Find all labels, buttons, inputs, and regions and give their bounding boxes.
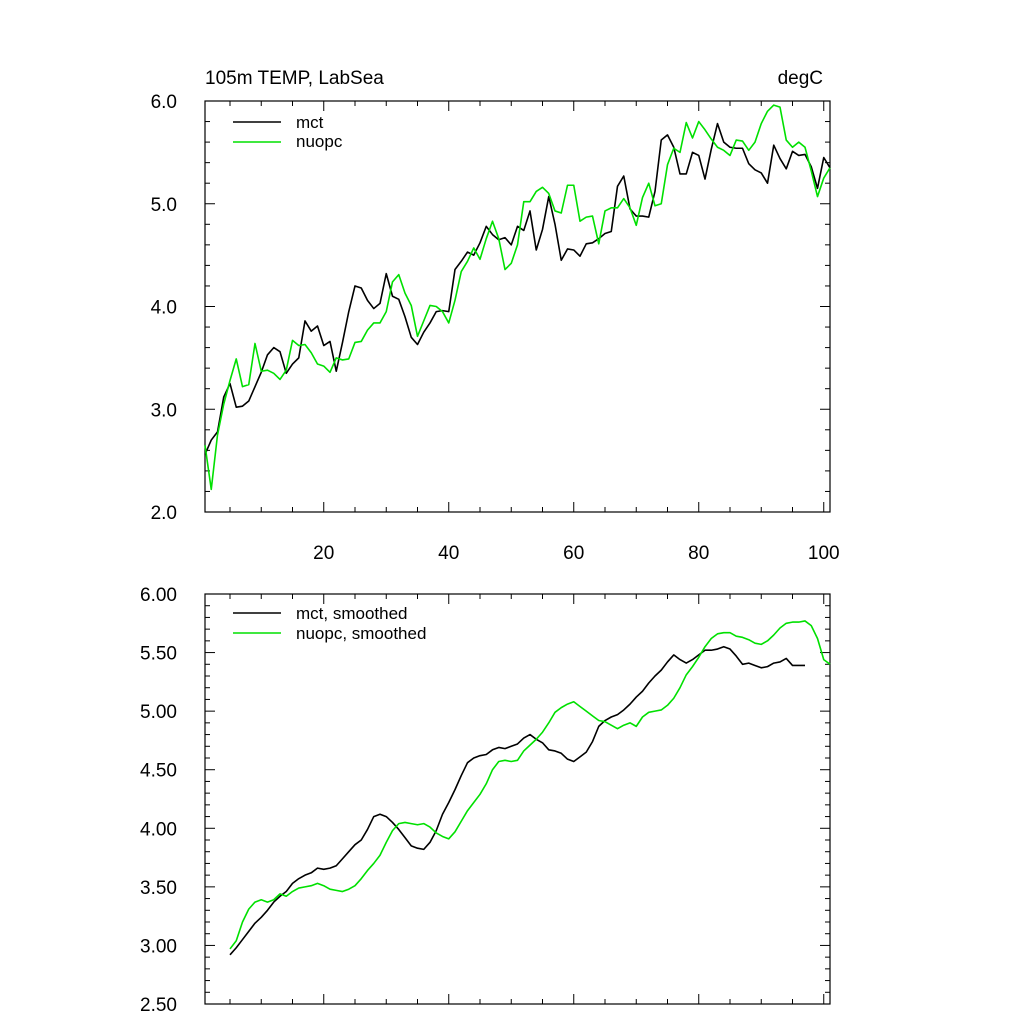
top-y-tick-label: 2.0 bbox=[151, 503, 177, 524]
top-x-tick-label: 60 bbox=[563, 543, 584, 564]
top-series-line-mct bbox=[204, 122, 831, 455]
top-x-tick-label: 20 bbox=[313, 543, 334, 564]
top-x-tick-label: 80 bbox=[688, 543, 709, 564]
top-axis-ticks: 20 40 60 80 100 2.0 3.0 4.0 5.0 6.0 bbox=[151, 92, 840, 564]
top-y-tick-label: 5.0 bbox=[151, 195, 177, 216]
top-chart-units: degC bbox=[778, 68, 823, 89]
top-x-tick-label: 40 bbox=[438, 543, 459, 564]
bottom-y-tick-label: 4.00 bbox=[140, 819, 177, 840]
top-x-tick-label: 100 bbox=[808, 543, 840, 564]
bottom-y-tick-label: 2.50 bbox=[140, 995, 177, 1016]
top-legend-label-nuopc: nuopc bbox=[296, 132, 343, 151]
top-series-line-nuopc bbox=[204, 104, 831, 491]
bottom-series-line-nuopc-smoothed bbox=[229, 620, 831, 950]
bottom-plot-frame bbox=[204, 593, 831, 1005]
bottom-legend: mct, smoothed nuopc, smoothed bbox=[233, 604, 426, 643]
top-panel: 105m TEMP, LabSea degC 20 40 60 80 100 2.0 3.0… bbox=[151, 68, 840, 564]
top-y-tick-label: 6.0 bbox=[151, 92, 177, 113]
bottom-y-tick-label: 5.00 bbox=[140, 702, 177, 723]
top-y-tick-label: 4.0 bbox=[151, 298, 177, 319]
bottom-axis-ticks: 2.50 3.00 3.50 4.00 4.50 5.00 5.50 6.00 bbox=[140, 585, 830, 1016]
bottom-series-line-mct-smoothed bbox=[229, 645, 805, 956]
top-series-group bbox=[204, 104, 831, 491]
top-y-tick-label: 3.0 bbox=[151, 400, 177, 421]
bottom-y-tick-label: 3.50 bbox=[140, 878, 177, 899]
bottom-y-tick-label: 4.50 bbox=[140, 761, 177, 782]
top-chart-title: 105m TEMP, LabSea bbox=[205, 68, 384, 89]
top-legend-label-mct: mct bbox=[296, 113, 324, 132]
bottom-legend-label-mct: mct, smoothed bbox=[296, 604, 408, 623]
bottom-y-tick-label: 3.00 bbox=[140, 936, 177, 957]
top-legend: mct nuopc bbox=[233, 113, 343, 151]
bottom-y-tick-label: 6.00 bbox=[140, 585, 177, 606]
bottom-y-tick-label: 5.50 bbox=[140, 644, 177, 665]
top-plot-frame bbox=[204, 100, 831, 513]
bottom-panel: 2.50 3.00 3.50 4.00 4.50 5.00 5.50 6.00 mct, sm… bbox=[140, 585, 831, 1016]
bottom-legend-label-nuopc: nuopc, smoothed bbox=[296, 624, 426, 643]
bottom-series-group bbox=[229, 620, 831, 956]
